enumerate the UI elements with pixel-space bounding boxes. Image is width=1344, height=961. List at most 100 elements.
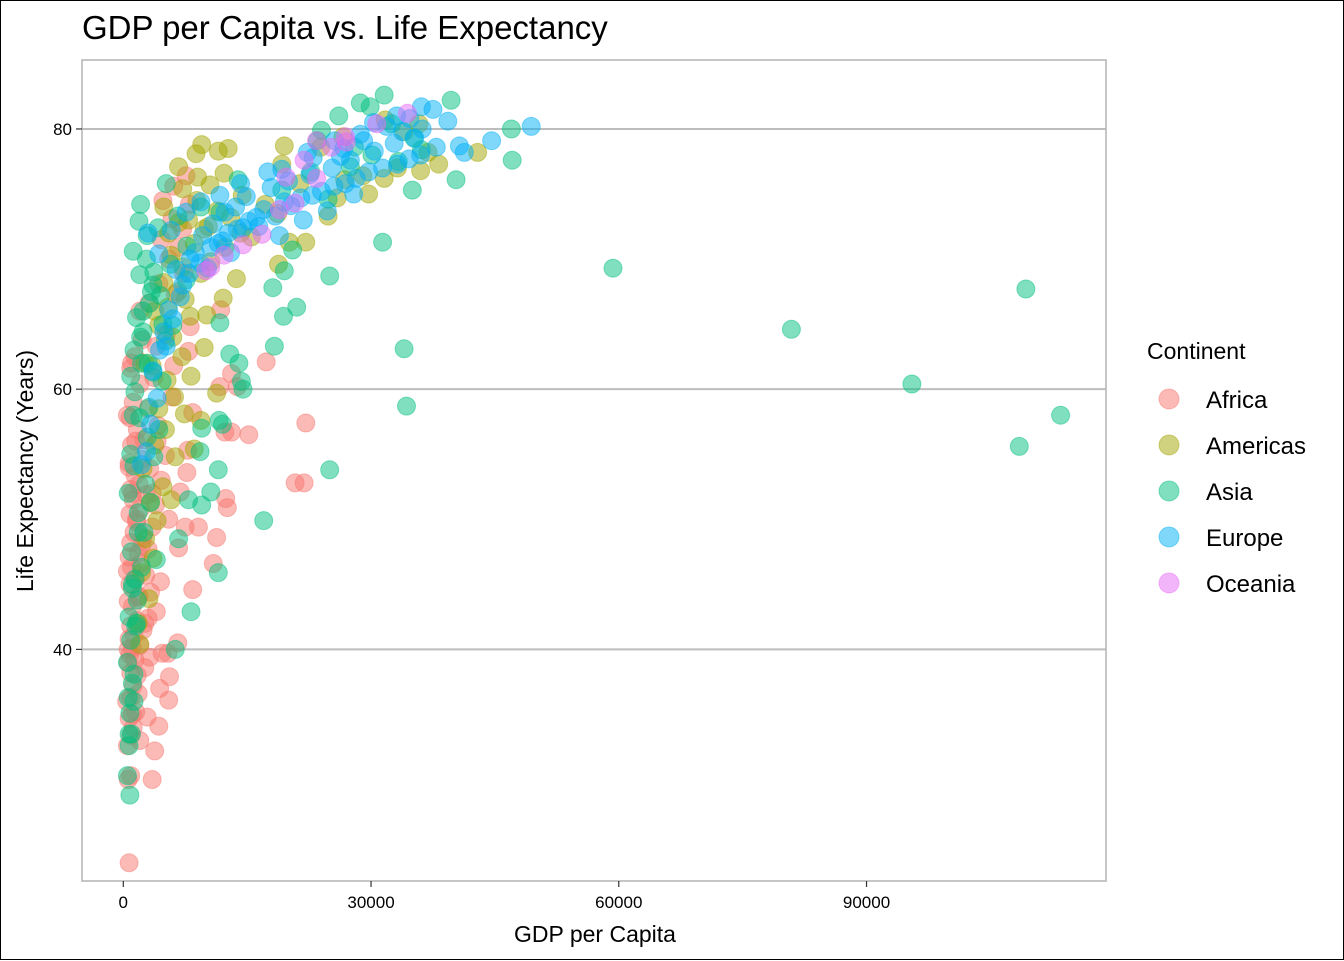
point-europe-3 [147,388,167,408]
legend-key-europe [1158,526,1180,548]
point-europe-80 [138,223,158,243]
y-axis-title: Life Expectancy (Years) [12,350,38,592]
point-asia-125 [131,327,151,347]
point-asia-102 [329,106,349,126]
point-americas-58 [188,167,208,187]
point-asia-18 [146,550,166,570]
point-asia-26 [201,482,221,502]
point-asia-93 [502,150,522,170]
legend-key-asia [1158,480,1180,502]
point-americas-23 [172,347,192,367]
point-asia-48 [902,374,922,394]
point-asia-64 [263,278,283,298]
point-asia-70 [603,258,623,278]
point-asia-22 [254,511,274,531]
point-europe-76 [191,192,211,212]
point-asia-12 [181,602,201,622]
point-asia-0 [120,785,140,805]
point-asia-28 [136,474,156,494]
point-europe-85 [269,226,289,246]
point-americas-32 [213,288,233,308]
legend: Continent Africa Americas Asia Europe Oceani… [1147,338,1306,598]
point-americas-72 [274,136,294,156]
x-tick-label-90000: 90000 [843,893,890,912]
point-oceania-5 [269,200,289,220]
legend-label-africa: Africa [1206,387,1268,414]
x-tick-label-0: 0 [119,893,128,912]
point-asia-43 [1051,405,1071,425]
point-asia-59 [781,319,801,339]
point-europe-81 [180,249,200,269]
point-asia-17 [132,557,151,577]
legend-label-oceania: Oceania [1206,571,1296,598]
plot-area: 0 30000 60000 90000 40 60 80 [53,59,1107,912]
point-europe-9 [159,300,179,320]
point-europe-4 [143,361,163,381]
point-africa-44 [151,572,170,592]
x-tick-label-30000: 30000 [347,893,394,912]
point-asia-24 [141,492,160,512]
point-europe-61 [521,116,541,136]
point-africa-101 [256,352,276,372]
legend-label-europe: Europe [1206,525,1283,552]
point-oceania-14 [336,132,356,152]
point-americas-19 [207,383,227,403]
point-africa-4 [145,741,165,761]
point-asia-76 [373,232,393,252]
point-americas-53 [173,179,193,199]
point-americas-21 [181,366,201,386]
point-asia-19 [122,542,141,562]
point-europe-2 [141,414,160,434]
point-europe-74 [231,174,251,194]
point-asia-68 [320,266,340,286]
legend-key-oceania [1158,572,1180,594]
point-oceania-1 [201,257,221,277]
point-asia-118 [119,724,139,744]
point-asia-61 [287,297,307,317]
point-europe-49 [411,145,431,165]
point-europe-70 [354,131,374,151]
x-axis-title: GDP per Capita [514,921,676,947]
point-asia-65 [1016,279,1036,299]
point-asia-99 [501,119,521,139]
point-americas-16 [174,404,194,424]
point-oceania-8 [294,150,314,170]
y-tick-label-80: 80 [53,120,72,139]
point-asia-122 [127,308,146,328]
point-americas-27 [180,306,200,326]
y-tick-label-60: 60 [53,380,72,399]
point-asia-54 [264,336,284,356]
point-europe-52 [426,137,446,157]
point-asia-72 [274,261,294,281]
legend-item-africa: Africa [1158,387,1268,414]
legend-key-americas [1158,434,1180,456]
point-europe-86 [293,210,313,230]
point-europe-75 [210,185,230,205]
point-europe-1 [136,442,156,462]
point-oceania-2 [214,245,234,265]
point-americas-18 [165,387,184,407]
point-europe-64 [438,111,458,131]
point-africa-85 [239,425,259,445]
point-africa-88 [296,413,316,433]
point-asia-114 [122,574,142,594]
point-asia-8 [165,639,185,659]
point-asia-115 [127,613,146,633]
point-asia-106 [374,85,394,105]
point-asia-123 [121,366,141,386]
point-asia-38 [212,414,232,434]
point-asia-20 [169,529,189,549]
legend-label-asia: Asia [1206,479,1253,506]
point-africa-75 [177,463,197,482]
point-asia-47 [231,371,251,391]
point-europe-22 [203,214,223,234]
point-europe-77 [176,202,196,222]
point-americas-11 [165,447,185,467]
point-europe-79 [149,244,169,264]
point-oceania-12 [397,103,417,123]
legend-title: Continent [1147,338,1246,364]
point-asia-23 [128,503,148,523]
point-asia-120 [141,282,161,302]
